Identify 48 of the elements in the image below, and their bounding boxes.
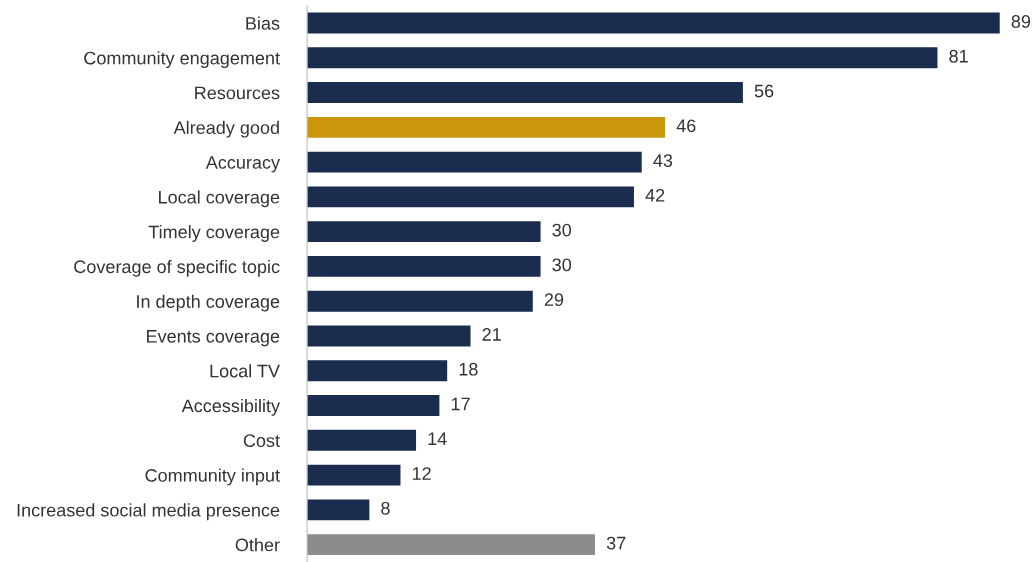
data-label: 43 (653, 154, 673, 167)
y-tick-label: Bias (246, 16, 280, 30)
y-tick-label: Local TV (210, 364, 280, 378)
bar (307, 290, 533, 312)
data-label: 81 (949, 49, 968, 63)
data-label: 30 (552, 258, 572, 272)
bar (307, 151, 642, 173)
y-tick-label: Accuracy (205, 156, 280, 173)
y-tick-label: Local coverage (159, 190, 280, 208)
data-label: 14 (428, 432, 447, 445)
bar (307, 464, 401, 486)
bar (307, 186, 634, 208)
bar (307, 12, 1000, 34)
bar (307, 116, 666, 138)
data-label: 89 (1011, 15, 1031, 28)
y-tick-label: Increased social media presence (17, 503, 280, 521)
bar (307, 47, 938, 69)
data-label: 37 (606, 536, 626, 550)
y-tick-label: Other (235, 538, 280, 552)
bar (307, 255, 541, 277)
y-tick-label: Already good (173, 120, 279, 138)
y-tick-label: Cost (243, 434, 280, 448)
data-label: 46 (676, 119, 696, 133)
y-tick-label: Timely coverage (148, 225, 280, 242)
y-tick-label: Accessibility (181, 398, 280, 416)
bar (307, 325, 471, 347)
y-tick-label: Community input (145, 468, 280, 486)
y-tick-label: In depth coverage (137, 294, 280, 312)
y-tick-label: Community engagement (84, 51, 280, 69)
bar (307, 534, 596, 556)
bar (307, 360, 448, 382)
data-label: 29 (544, 293, 564, 307)
bar (307, 221, 541, 243)
y-tick-label: Resources (195, 86, 280, 100)
data-label: 18 (459, 362, 478, 376)
bar (307, 429, 417, 451)
data-label: 21 (482, 328, 501, 341)
data-label: 56 (754, 84, 774, 98)
bar (307, 499, 370, 521)
bar (307, 82, 743, 103)
y-tick-label: Coverage of specific topic (74, 259, 280, 277)
bar (307, 395, 440, 416)
data-label: 12 (412, 467, 431, 480)
data-label: 42 (645, 188, 665, 202)
data-label: 30 (552, 223, 572, 237)
data-label: 8 (381, 501, 390, 515)
data-label: 17 (451, 397, 470, 411)
y-tick-label: Events coverage (147, 330, 280, 347)
